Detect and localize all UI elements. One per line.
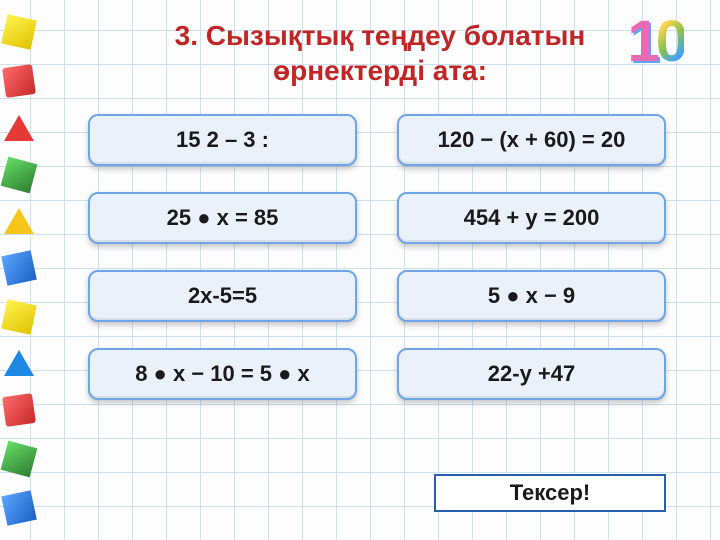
- pyramid-icon: [4, 208, 34, 234]
- pyramid-icon: [4, 350, 34, 376]
- cube-icon: [2, 64, 36, 98]
- option-button[interactable]: 120 − (х + 60) = 20: [397, 114, 666, 166]
- option-button[interactable]: 22-у +47: [397, 348, 666, 400]
- cube-icon: [1, 15, 37, 51]
- cube-icon: [1, 250, 37, 286]
- cube-icon: [2, 393, 36, 427]
- option-label: 2х-5=5: [188, 283, 257, 309]
- option-button[interactable]: 454 + у = 200: [397, 192, 666, 244]
- option-button[interactable]: 2х-5=5: [88, 270, 357, 322]
- option-label: 8 ● х − 10 = 5 ● х: [135, 361, 310, 387]
- cube-icon: [1, 299, 37, 335]
- option-button[interactable]: 25 ● х = 85: [88, 192, 357, 244]
- question-title: 3. Сызықтық теңдеу болатын өрнектерді ат…: [40, 0, 720, 92]
- title-line: өрнектерді ата:: [273, 55, 487, 86]
- option-label: 22-у +47: [488, 361, 575, 387]
- option-button[interactable]: 5 ● х − 9: [397, 270, 666, 322]
- cube-icon: [1, 440, 38, 477]
- options-grid: 15 2 – 3 : 120 − (х + 60) = 20 25 ● х = …: [40, 92, 720, 400]
- option-button[interactable]: 15 2 – 3 :: [88, 114, 357, 166]
- decorative-sidebar: [0, 0, 40, 540]
- option-label: 454 + у = 200: [464, 205, 600, 231]
- option-label: 120 − (х + 60) = 20: [438, 127, 626, 153]
- slide-content: 10 3. Сызықтық теңдеу болатын өрнектерді…: [40, 0, 720, 540]
- check-label: Тексер!: [510, 480, 591, 506]
- check-button[interactable]: Тексер!: [434, 474, 666, 512]
- option-label: 25 ● х = 85: [167, 205, 279, 231]
- cube-icon: [1, 156, 38, 193]
- cube-icon: [1, 490, 37, 526]
- title-line: 3. Сызықтық теңдеу болатын: [175, 20, 586, 51]
- pyramid-icon: [4, 115, 34, 141]
- option-label: 5 ● х − 9: [488, 283, 575, 309]
- option-button[interactable]: 8 ● х − 10 = 5 ● х: [88, 348, 357, 400]
- option-label: 15 2 – 3 :: [176, 127, 269, 153]
